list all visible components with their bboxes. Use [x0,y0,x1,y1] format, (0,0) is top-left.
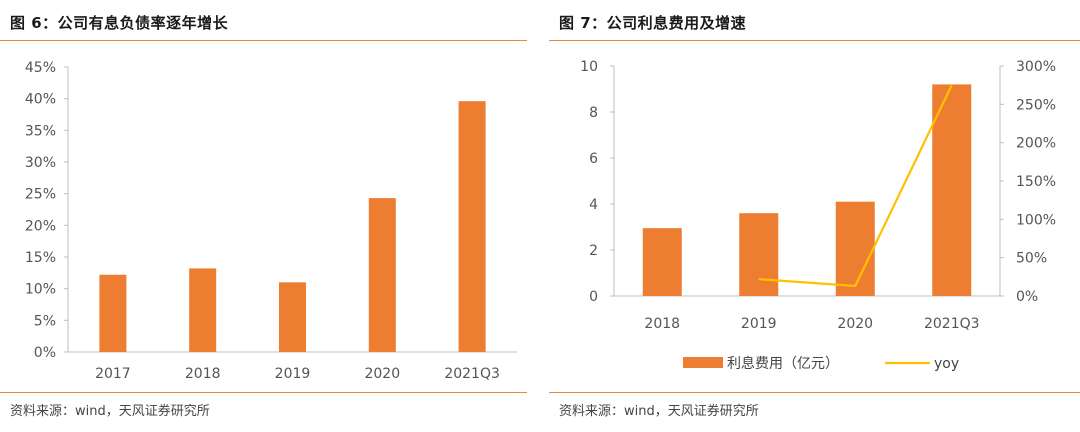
legend-label: yoy [934,356,959,372]
y-tick-label: 30% [25,155,56,171]
bar [189,268,217,352]
y-tick-label: 35% [25,123,56,139]
left-chart-panel: 图 6：公司有息负债率逐年增长 0% 5% 10% 15% 20% 25% 30% 35% 40… [0,0,527,432]
source-note: 资料来源：wind，天风证券研究所 [559,404,759,419]
x-tick-label: 2020 [364,366,400,382]
bar [458,101,486,352]
y2-tick-label: 50% [1016,251,1047,267]
source-divider [0,392,527,393]
source-divider [549,392,1080,393]
y2-tick-label: 100% [1016,212,1056,228]
y-tick-label: 0% [34,345,56,361]
title-divider [0,40,527,41]
bar [932,84,972,297]
y-tick-label: 10 [580,59,598,75]
chart-title: 图 7：公司利息费用及增速 [559,14,747,32]
y2-tick-label: 200% [1016,136,1056,152]
y-tick-label: 2 [589,243,598,259]
y2-tick-label: 300% [1016,59,1056,75]
y-tick-label: 0 [589,289,598,305]
bar [835,201,875,296]
y-tick-label: 4 [589,197,598,213]
bar [368,198,396,352]
y2-tick-label: 0% [1016,289,1038,305]
y-tick-label: 5% [34,313,56,329]
x-tick-label: 2017 [95,366,131,382]
x-tick-label: 2021Q3 [444,366,500,382]
x-tick-label: 2018 [644,316,680,332]
bar [279,282,306,352]
bar [99,274,127,352]
chart-title: 图 6：公司有息负债率逐年增长 [10,14,229,32]
source-note: 资料来源：wind，天风证券研究所 [10,404,210,419]
x-tick-label: 2020 [837,316,873,332]
legend-label: 利息费用（亿元） [727,355,839,372]
yoy-line [758,84,953,288]
x-tick-label: 2018 [185,366,221,382]
y-tick-label: 40% [25,92,56,108]
x-tick-label: 2019 [275,366,311,382]
y-tick-label: 6 [589,151,598,167]
y2-tick-label: 250% [1016,97,1056,113]
x-tick-label: 2019 [741,316,777,332]
bar [739,213,779,296]
y-tick-label: 10% [25,282,56,298]
legend-swatch-bar [683,357,723,368]
title-divider [549,40,1080,41]
y-tick-label: 25% [25,187,56,203]
y-tick-label: 45% [25,60,56,76]
right-chart-panel: 图 7：公司利息费用及增速 0 2 4 6 8 10 0% 50% 100% 150% 200% 25… [549,0,1080,432]
y-tick-label: 15% [25,250,56,266]
bar [642,228,682,296]
left-chart-svg: 0% 5% 10% 15% 20% 25% 30% 35% 40% 45% 2017 2018 2019… [25,60,517,382]
x-tick-label: 2021Q3 [924,316,980,332]
y-tick-label: 20% [25,218,56,234]
y2-tick-label: 150% [1016,174,1056,190]
y-tick-label: 8 [589,105,598,121]
